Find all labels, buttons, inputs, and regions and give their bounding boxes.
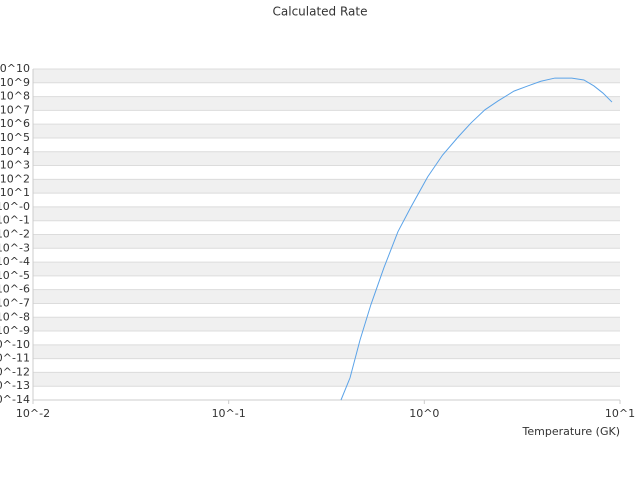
- y-tick-label: 10^-2: [0, 228, 30, 241]
- grid-band: [33, 69, 620, 83]
- x-tick-label: 10^1: [605, 407, 635, 420]
- grid-band: [33, 289, 620, 304]
- grid-band: [33, 96, 620, 111]
- y-tick-label: 10^5: [0, 131, 30, 144]
- y-tick-label: 10^-0: [0, 200, 30, 213]
- chart-title: Calculated Rate: [273, 5, 368, 19]
- y-tick-label: 10^2: [0, 172, 30, 185]
- y-tick-label: 10^-5: [0, 269, 30, 282]
- grid-band: [33, 206, 620, 221]
- y-tick-label: 10^3: [0, 159, 30, 172]
- y-tick-label: 10^-8: [0, 310, 30, 323]
- data-line: [340, 77, 613, 401]
- y-tick-label: 10^8: [0, 90, 30, 103]
- y-tick-label: 10^-4: [0, 255, 30, 268]
- grid-band: [33, 124, 620, 138]
- y-tick-label: 10^-6: [0, 283, 30, 296]
- x-axis-label: Temperature (GK): [522, 425, 621, 438]
- y-tick-label: 10^-12: [0, 365, 30, 378]
- grid-band: [33, 317, 620, 332]
- y-tick-label: 10^-11: [0, 352, 30, 365]
- x-tick-label: 10^-1: [212, 407, 246, 420]
- y-tick-label: 10^6: [0, 117, 30, 130]
- y-tick-label: 10^10: [0, 62, 30, 75]
- y-tick-label: 10^-14: [0, 393, 30, 406]
- y-tick-label: 10^-7: [0, 296, 30, 309]
- y-tick-label: 10^4: [0, 145, 30, 158]
- grid-band: [33, 151, 620, 166]
- grid-band: [33, 234, 620, 249]
- y-tick-label: 10^7: [0, 103, 30, 116]
- grid-band: [33, 179, 620, 194]
- grid-band: [33, 262, 620, 276]
- y-tick-label: 10^-3: [0, 241, 30, 254]
- x-tick-label: 10^-2: [16, 407, 50, 420]
- y-tick-label: 10^1: [0, 186, 30, 199]
- x-tick-label: 10^0: [409, 407, 439, 420]
- y-tick-label: 10^-1: [0, 214, 30, 227]
- grid-band: [33, 344, 620, 359]
- y-tick-label: 10^-13: [0, 379, 30, 392]
- y-tick-label: 10^-9: [0, 324, 30, 337]
- y-tick-label: 10^-10: [0, 338, 30, 351]
- y-tick-label: 10^9: [0, 76, 30, 89]
- grid-band: [33, 372, 620, 387]
